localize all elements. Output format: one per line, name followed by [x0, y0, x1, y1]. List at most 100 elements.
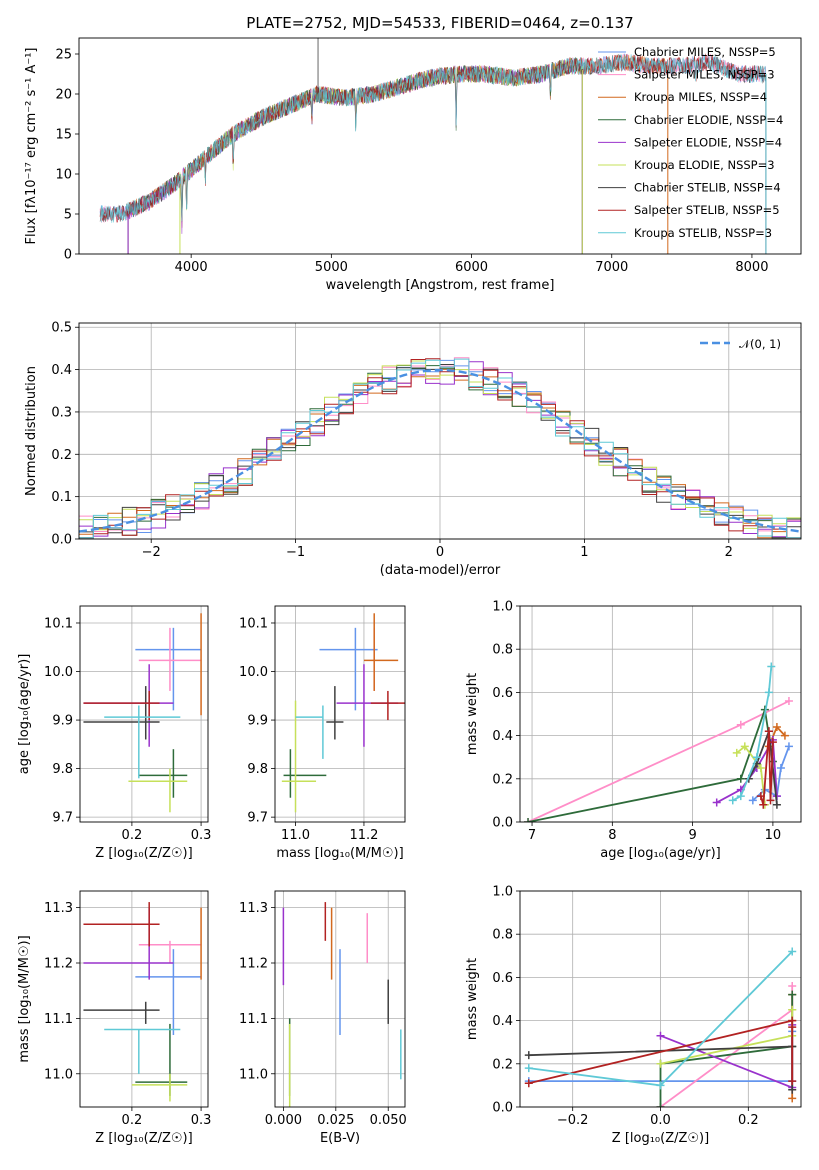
mass-weight-marker [764, 688, 773, 697]
plot-area [83, 613, 202, 813]
x-tick-label: −2 [142, 545, 161, 560]
y-tick-label: 0.0 [492, 816, 513, 831]
y-tick-label: 5 [64, 208, 72, 223]
x-tick-label: 0.025 [317, 1113, 354, 1128]
panel-massweight-vs-Z: −0.2 0.0 0.2 0.0 0.2 0.4 0.6 0.8 1.0 Z [log₁₀(Z/Z… [465, 885, 802, 1146]
legend-spectrum: Chabrier MILES, NSSP=5 Salpeter MILES, NS… [598, 45, 783, 240]
y-tick-label: 10.1 [44, 616, 73, 631]
x-tick-label: 10 [765, 828, 782, 843]
mass-weight-marker [524, 1064, 533, 1073]
y-tick-label: 0 [64, 248, 72, 263]
mass-weight-marker [656, 1031, 665, 1040]
plot-area [282, 902, 402, 1107]
x-tick-label: 6000 [455, 260, 488, 275]
panel-age-vs-mass: 11.0 11.2 9.7 9.8 9.9 10.0 10.1 mass [log₁₀(M/M… [239, 605, 406, 861]
y-tick-label: 0.2 [51, 448, 72, 463]
panel-massweight-vs-age: 7 8 9 10 0.0 0.2 0.4 0.6 0.8 1.0 age [log₁₀(age/yr… [465, 600, 802, 861]
y-tick-label: 11.2 [44, 957, 73, 972]
x-axis-label: wavelength [Angstrom, rest frame] [326, 278, 555, 293]
y-tick-label: 0.8 [492, 643, 513, 658]
mass-weight-marker [524, 1079, 533, 1088]
y-axis-label: mass weight [465, 958, 480, 1040]
mass-weight-marker [524, 1051, 533, 1060]
x-tick-label: 0.3 [191, 828, 212, 843]
mass-weight-line-4 [660, 1024, 794, 1089]
legend-label: Salpeter MILES, NSSP=3 [634, 68, 775, 82]
histogram-2 [79, 368, 801, 539]
legend-residuals: 𝒩(0, 1) [700, 337, 781, 351]
mass-weight-marker [772, 800, 781, 809]
mass-weight-marker [740, 742, 749, 751]
panel-spectrum: 4000 5000 6000 7000 8000 0 5 10 15 20 25 wavelength… [24, 37, 802, 293]
x-tick-label: 4000 [175, 260, 208, 275]
mass-weight-marker [776, 764, 785, 772]
x-tick-label: 1 [580, 545, 588, 560]
panel-mass-vs-EBV: 0.000 0.025 0.050 11.0 11.1 11.2 11.3 E(B-V) [239, 890, 407, 1146]
legend-label: Chabrier MILES, NSSP=5 [634, 45, 776, 59]
x-tick-label: 11.0 [281, 828, 310, 843]
mass-weight-marker [788, 1094, 797, 1103]
mass-weight-line-6 [748, 730, 778, 805]
mass-weight-marker [656, 1103, 665, 1107]
mass-weight-marker [768, 738, 777, 747]
x-tick-label: 8000 [735, 260, 768, 275]
y-axis-label: mass [log₁₀(M/M☉)] [17, 935, 32, 1062]
mass-weight-marker [788, 1005, 797, 1014]
x-tick-label: 11.2 [349, 828, 378, 843]
y-tick-label: 11.0 [44, 1067, 73, 1082]
mass-weight-marker [736, 792, 745, 801]
panel-mass-vs-Z: 0.2 0.3 11.0 11.1 11.2 11.3 Z [log₁₀(Z/Z☉)] mas… [17, 890, 212, 1146]
legend-label: Chabrier ELODIE, NSSP=4 [634, 113, 783, 127]
y-tick-label: 0.6 [492, 686, 513, 701]
plot-area [524, 662, 793, 822]
y-tick-label: 11.3 [44, 901, 73, 916]
y-tick-label: 0.3 [51, 405, 72, 420]
mass-weight-marker [788, 1085, 797, 1094]
mass-weight-marker [732, 748, 741, 757]
x-tick-label: 0.3 [191, 1113, 212, 1128]
mass-weight-marker [736, 720, 745, 729]
y-tick-label: 9.7 [247, 811, 268, 826]
y-tick-label: 10 [55, 168, 72, 183]
y-tick-label: 0.8 [492, 928, 513, 943]
axes-frame [78, 37, 802, 255]
y-tick-label: 15 [55, 128, 72, 143]
x-axis-label: Z [log₁₀(Z/Z☉)] [612, 1131, 709, 1146]
y-axis-label: mass weight [465, 673, 480, 755]
y-tick-label: 0.4 [492, 729, 513, 744]
legend-label: Salpeter ELODIE, NSSP=4 [634, 135, 782, 149]
y-tick-label: 1.0 [492, 885, 513, 900]
x-tick-label: 0.2 [122, 828, 143, 843]
y-tick-label: 9.7 [52, 811, 73, 826]
mass-weight-marker [767, 662, 776, 671]
y-tick-label: 11.1 [239, 1012, 268, 1027]
x-tick-label: 0.000 [265, 1113, 302, 1128]
y-tick-label: 10.0 [239, 665, 268, 680]
legend-label: Kroupa ELODIE, NSSP=3 [634, 158, 775, 172]
mass-weight-marker [764, 727, 773, 736]
y-axis-label: Flux [fλ10⁻¹⁷ erg cm⁻² s⁻¹ A⁻¹] [24, 48, 39, 245]
histogram-4 [79, 361, 801, 538]
y-tick-label: 11.1 [44, 1012, 73, 1027]
axes-frame [78, 322, 802, 540]
x-tick-label: 2 [725, 545, 733, 560]
x-axis-label: Z [log₁₀(Z/Z☉)] [95, 1131, 192, 1146]
y-tick-label: 0.4 [492, 1014, 513, 1029]
mass-weight-marker [736, 774, 745, 783]
mass-weight-marker [712, 798, 721, 807]
panel-residuals: −2 −1 0 1 2 0.0 0.1 0.2 0.3 0.4 0.5 (data-model)/er… [24, 321, 802, 578]
x-axis-label: Z [log₁₀(Z/Z☉)] [95, 846, 192, 861]
x-axis-label: age [log₁₀(age/yr)] [600, 846, 721, 861]
y-axis-label: Normed distribution [24, 366, 39, 496]
x-tick-label: −1 [286, 545, 305, 560]
plot-area [99, 38, 767, 254]
axes-frame [274, 605, 406, 823]
histogram-8 [79, 358, 801, 539]
x-axis-label: E(B-V) [320, 1131, 360, 1146]
mass-weight-marker [784, 697, 793, 706]
y-tick-label: 9.8 [247, 762, 268, 777]
mass-weight-marker [788, 1077, 797, 1086]
x-tick-label: 8 [608, 828, 616, 843]
y-tick-label: 0.0 [492, 1101, 513, 1116]
